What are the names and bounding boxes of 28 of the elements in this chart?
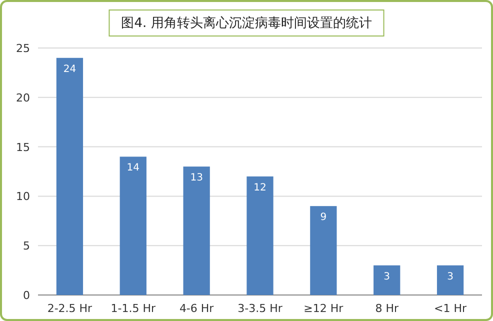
data-label: 24 [63, 64, 76, 75]
x-tick-label: <1 Hr [434, 302, 468, 315]
x-tick-label: 4-6 Hr [179, 302, 214, 315]
y-tick-label: 15 [16, 140, 30, 154]
data-label: 3 [384, 271, 390, 282]
x-tick-label: 1-1.5 Hr [110, 302, 156, 315]
bar [436, 265, 464, 295]
y-tick-label: 25 [16, 42, 30, 55]
bar [120, 156, 146, 295]
x-tick-label: 2-2.5 Hr [47, 302, 93, 315]
y-tick-label: 5 [23, 240, 30, 253]
y-tick-label: 10 [16, 190, 30, 204]
bar [56, 58, 84, 295]
data-label: 14 [126, 162, 140, 174]
bar [374, 265, 400, 295]
chart-title: 图4. 用角转头离心沉淀病毒时间设置的统计 [121, 15, 372, 31]
data-label: 9 [320, 212, 327, 224]
y-tick-label: 20 [16, 91, 30, 104]
bar [183, 166, 210, 295]
y-tick-label: 0 [23, 289, 30, 302]
bar [246, 176, 274, 295]
x-tick-label: ≥12 Hr [304, 302, 344, 315]
bar [310, 206, 337, 295]
data-label: 13 [190, 172, 203, 184]
x-tick-label: 3-3.5 Hr [238, 302, 283, 315]
x-tick-label: 8 Hr [375, 302, 399, 315]
data-label: 3 [447, 271, 454, 282]
data-label: 12 [254, 182, 266, 194]
